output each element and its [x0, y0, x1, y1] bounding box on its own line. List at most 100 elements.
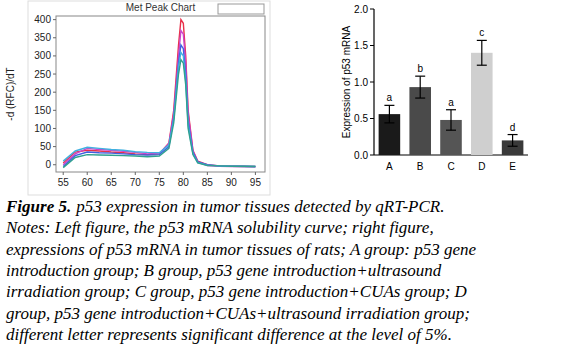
y-tick	[53, 37, 56, 38]
figure: Met Peak Chart 0 50 100 150 200 250 300 350 400 55…	[0, 0, 581, 364]
x-tick-label: B	[417, 161, 424, 172]
y-tick	[53, 128, 56, 129]
x-tick-label: D	[478, 161, 485, 172]
caption-line: different letter represents significant …	[6, 325, 452, 344]
y-tick-label: 200	[34, 87, 51, 98]
caption-line: expressions of p53 mRNA in tumor tissues…	[6, 240, 476, 259]
error-cap	[508, 134, 518, 135]
error-cap	[477, 40, 487, 41]
y-tick	[370, 82, 374, 83]
error-line	[420, 76, 421, 98]
x-tick	[135, 172, 136, 175]
y-tick-label: 250	[34, 69, 51, 80]
y-tick-label: 0.5	[354, 113, 368, 124]
y-tick-label: 2.0	[354, 4, 368, 15]
caption-line: introduction group; B group, p53 gene in…	[6, 261, 442, 280]
x-tick	[111, 172, 112, 175]
y-tick	[370, 155, 374, 156]
caption-line: Figure 5.p53 expression in tumor tissues…	[5, 197, 444, 216]
y-tick	[53, 92, 56, 93]
chart-frame	[28, 1, 270, 195]
error-cap	[508, 146, 518, 147]
significance-letter: a	[387, 92, 393, 103]
y-tick-label: 100	[34, 123, 51, 134]
significance-letter: c	[479, 27, 484, 38]
significance-letter: b	[417, 63, 423, 74]
error-line	[512, 135, 513, 147]
x-tick	[183, 172, 184, 175]
lines	[63, 20, 255, 168]
y-tick	[53, 164, 56, 165]
x-tick	[159, 172, 160, 175]
error-line	[481, 40, 482, 65]
x-tick	[207, 172, 208, 175]
y-tick	[53, 19, 56, 20]
y-tick-label: 0.0	[354, 150, 368, 161]
x-tick-label: 65	[106, 177, 118, 188]
x-tick-label: C	[447, 161, 454, 172]
y-tick	[53, 110, 56, 111]
y-tick-label: 350	[34, 32, 51, 43]
melt-curve	[63, 60, 255, 168]
y-tick-label: 0	[45, 159, 51, 170]
error-cap	[477, 65, 487, 66]
x-tick	[255, 172, 256, 175]
melt-curve	[63, 31, 255, 167]
y-tick	[370, 9, 374, 10]
x-tick-label: 85	[202, 177, 214, 188]
error-bar	[446, 110, 456, 130]
error-cap	[415, 97, 425, 98]
x-tick	[87, 172, 88, 175]
significance-letter: d	[510, 122, 516, 133]
melt-curve	[63, 45, 255, 167]
y-tick-label: 300	[34, 50, 51, 61]
error-bar	[477, 40, 487, 65]
x-tick	[231, 172, 232, 175]
y-tick	[370, 45, 374, 46]
error-bar	[508, 135, 518, 147]
x-tick-label: 75	[154, 177, 166, 188]
y-tick-label: 400	[34, 14, 51, 25]
x-tick-label: 60	[82, 177, 94, 188]
bars	[379, 40, 524, 155]
x-tick-label: 80	[178, 177, 190, 188]
title: Met Peak Chart	[126, 2, 196, 13]
caption-line: Notes: Left figure, the p53 mRNA solubil…	[5, 218, 434, 237]
caption-line: group, p53 gene introduction+CUAs+ultras…	[6, 304, 470, 323]
melt-curve	[63, 20, 255, 167]
x-tick	[63, 172, 64, 175]
x-tick-label: 95	[250, 177, 262, 188]
y-tick	[370, 118, 374, 119]
plot-frame	[56, 16, 265, 172]
error-cap	[446, 130, 456, 131]
caption-line: irradiation group; C group, p53 gene int…	[6, 282, 468, 301]
x-tick-label: E	[509, 161, 516, 172]
y-tick	[53, 74, 56, 75]
error-cap	[384, 105, 394, 106]
y-axis-label: -d (RFC)/dT	[5, 67, 16, 120]
y-tick	[53, 55, 56, 56]
error-cap	[446, 109, 456, 110]
significance-letter: a	[448, 97, 454, 108]
error-line	[450, 110, 451, 130]
x-tick-label: A	[386, 161, 393, 172]
melt-curve	[63, 52, 255, 166]
y-axis-label: Expression of p53 mRNA	[341, 26, 352, 139]
y-tick-label: 1.0	[354, 77, 368, 88]
x-tick-label: 90	[226, 177, 238, 188]
legend-box	[218, 4, 264, 14]
y-tick-label: 1.5	[354, 40, 368, 51]
y-tick-label: 50	[40, 141, 52, 152]
error-cap	[384, 122, 394, 123]
caption-label: Figure 5.	[5, 197, 71, 216]
y-tick-label: 150	[34, 105, 51, 116]
error-cap	[415, 76, 425, 77]
error-bar	[415, 76, 425, 98]
x-tick-label: 70	[130, 177, 142, 188]
x-tick-label: 55	[58, 177, 70, 188]
error-bar	[384, 105, 394, 123]
y-tick	[53, 146, 56, 147]
caption-text: p53 expression in tumor tissues detected…	[75, 197, 444, 216]
error-line	[389, 105, 390, 123]
bar	[471, 53, 493, 155]
